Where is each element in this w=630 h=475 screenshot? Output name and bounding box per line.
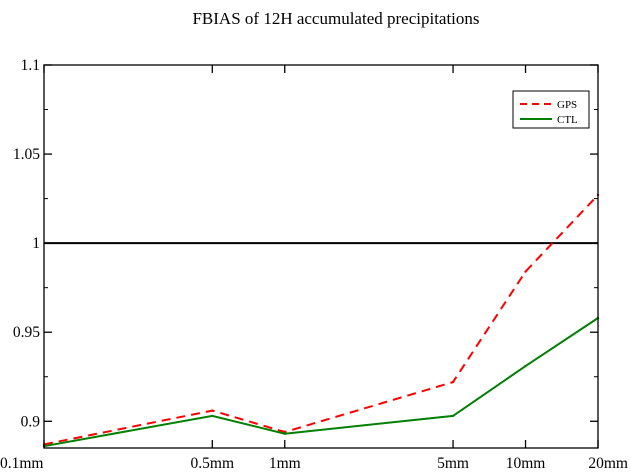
y-tick-label: 0.95 (13, 324, 40, 341)
x-tick-label: 20mm (588, 455, 628, 472)
y-tick-label: 1.1 (21, 57, 40, 74)
data-point-ctl (451, 414, 455, 418)
series-line-gps (43, 194, 599, 446)
y-tick-label: 1 (32, 235, 40, 252)
x-tick-label: 0.5mm (191, 455, 235, 472)
data-point-ctl (211, 414, 214, 418)
x-tick-label: 1mm (269, 455, 301, 472)
x-tick-label: 10mm (506, 455, 546, 472)
data-point-ctl (283, 432, 286, 435)
chart-title: FBIAS of 12H accumulated precipitations (192, 9, 479, 28)
plot-frame (43, 64, 599, 449)
legend-box (512, 90, 590, 129)
data-point-gps (211, 409, 214, 412)
y-tick-label: 1.05 (13, 146, 40, 163)
legend-label-ctl: CTL (557, 114, 578, 126)
x-tick-label: 5mm (437, 455, 469, 472)
data-point-ctl (524, 364, 527, 368)
series-line-ctl (43, 317, 599, 448)
data-point-gps (524, 270, 527, 273)
data-point-gps (451, 380, 455, 384)
x-tick-label: 0.1mm (0, 455, 44, 472)
legend: GPS CTL (512, 90, 590, 129)
y-tick-label: 0.9 (21, 413, 41, 430)
legend-label-gps: GPS (557, 99, 577, 111)
